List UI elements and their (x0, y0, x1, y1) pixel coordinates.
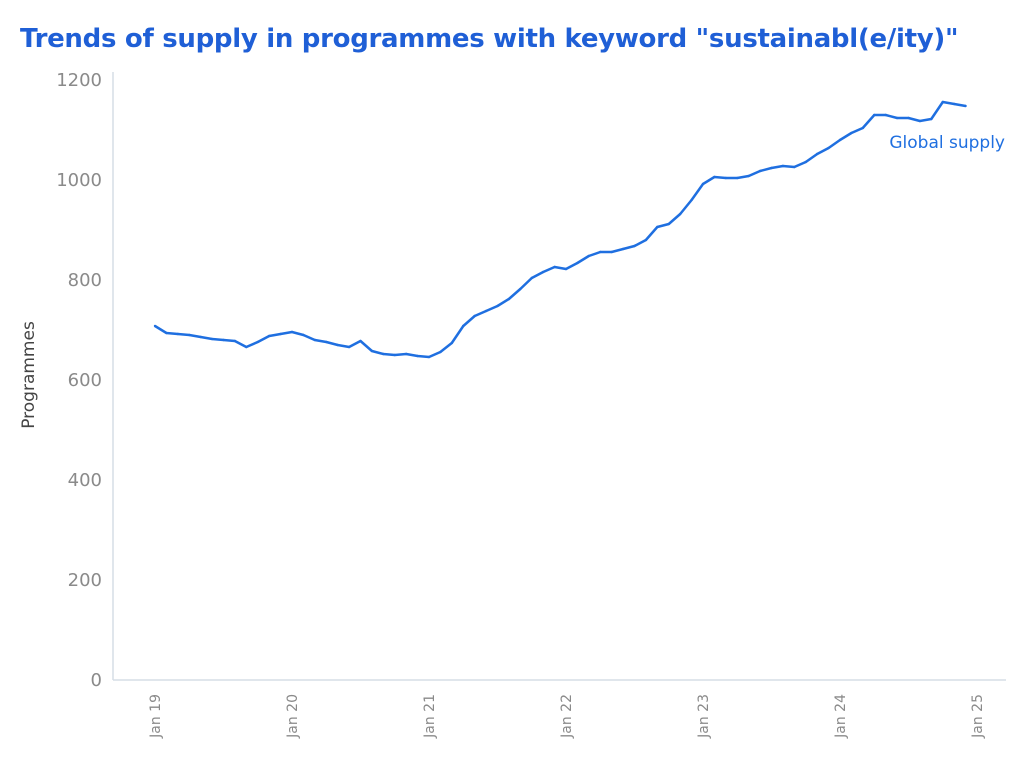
data-point (599, 250, 602, 254)
data-point (895, 116, 899, 120)
data-point (462, 324, 465, 328)
data-point (930, 117, 933, 121)
data-point (473, 314, 476, 318)
data-point (199, 335, 202, 339)
data-point (188, 333, 191, 337)
data-point (758, 169, 762, 173)
data-point (884, 113, 887, 117)
data-point (656, 225, 659, 229)
data-point (941, 100, 944, 104)
data-point (370, 349, 374, 353)
data-point (245, 345, 248, 349)
chart-title: Trends of supply in programmes with keyw… (20, 24, 959, 54)
x-tick-label: Jan 25 (970, 694, 986, 739)
data-point (701, 182, 705, 186)
data-point (690, 198, 693, 202)
data-point (393, 353, 396, 357)
y-tick-label: 400 (68, 470, 102, 491)
x-tick-label: Jan 21 (422, 694, 438, 739)
data-point (256, 340, 259, 344)
data-point (564, 267, 568, 271)
x-tick-label: Jan 24 (833, 694, 849, 739)
x-tick-label: Jan 20 (285, 694, 301, 739)
data-point (770, 166, 773, 170)
data-point (781, 164, 785, 168)
x-tick-label: Jan 23 (696, 694, 712, 739)
data-point (576, 261, 579, 265)
data-point (176, 332, 180, 336)
data-point (827, 146, 830, 150)
data-point (325, 340, 328, 344)
data-point (450, 341, 454, 345)
data-point (553, 265, 556, 269)
data-point (850, 131, 853, 135)
data-point (347, 345, 351, 349)
data-point (313, 338, 317, 342)
data-point (587, 254, 591, 258)
data-point (907, 116, 910, 120)
data-point (530, 276, 533, 280)
data-point (713, 175, 716, 179)
data-point (918, 119, 922, 123)
data-point (222, 338, 225, 342)
series-line-global-supply (154, 100, 966, 359)
y-tick-label: 0 (91, 670, 102, 691)
data-point (678, 212, 682, 216)
y-axis-label: Programmes (19, 321, 39, 429)
data-point (610, 250, 613, 254)
data-point (496, 304, 499, 308)
data-point (633, 244, 636, 248)
data-point (667, 222, 670, 226)
y-tick-label: 800 (68, 270, 102, 291)
data-point (838, 138, 842, 142)
data-point (952, 102, 956, 106)
data-point (404, 352, 408, 356)
y-tick-label: 200 (68, 570, 102, 591)
data-point (484, 309, 488, 313)
data-point (519, 287, 522, 291)
data-point (233, 339, 237, 343)
data-point (964, 104, 967, 108)
data-point (416, 354, 419, 358)
data-point (747, 174, 750, 178)
data-point (793, 165, 796, 169)
data-point (336, 343, 339, 347)
data-point (644, 238, 648, 242)
data-point (439, 350, 442, 354)
data-point (382, 352, 385, 356)
data-point (541, 270, 545, 274)
x-tick-label: Jan 19 (148, 694, 164, 739)
data-point (621, 247, 625, 251)
data-point (165, 331, 168, 335)
y-tick-label: 1000 (56, 170, 102, 191)
y-tick-label: 600 (68, 370, 102, 391)
data-point (279, 332, 282, 336)
data-point (359, 339, 362, 343)
data-point (267, 334, 271, 338)
data-point (736, 176, 739, 180)
data-point (210, 337, 214, 341)
x-tick-label: Jan 22 (559, 694, 575, 739)
y-tick-label: 1200 (56, 70, 102, 91)
data-point (815, 152, 819, 156)
data-point (804, 160, 807, 164)
data-point (153, 324, 157, 328)
data-point (290, 330, 294, 334)
data-point (427, 355, 431, 359)
data-point (302, 333, 305, 337)
data-point (873, 113, 876, 117)
series-label: Global supply (889, 133, 1005, 153)
data-point (507, 297, 511, 301)
data-point (724, 176, 728, 180)
data-point (861, 126, 865, 130)
